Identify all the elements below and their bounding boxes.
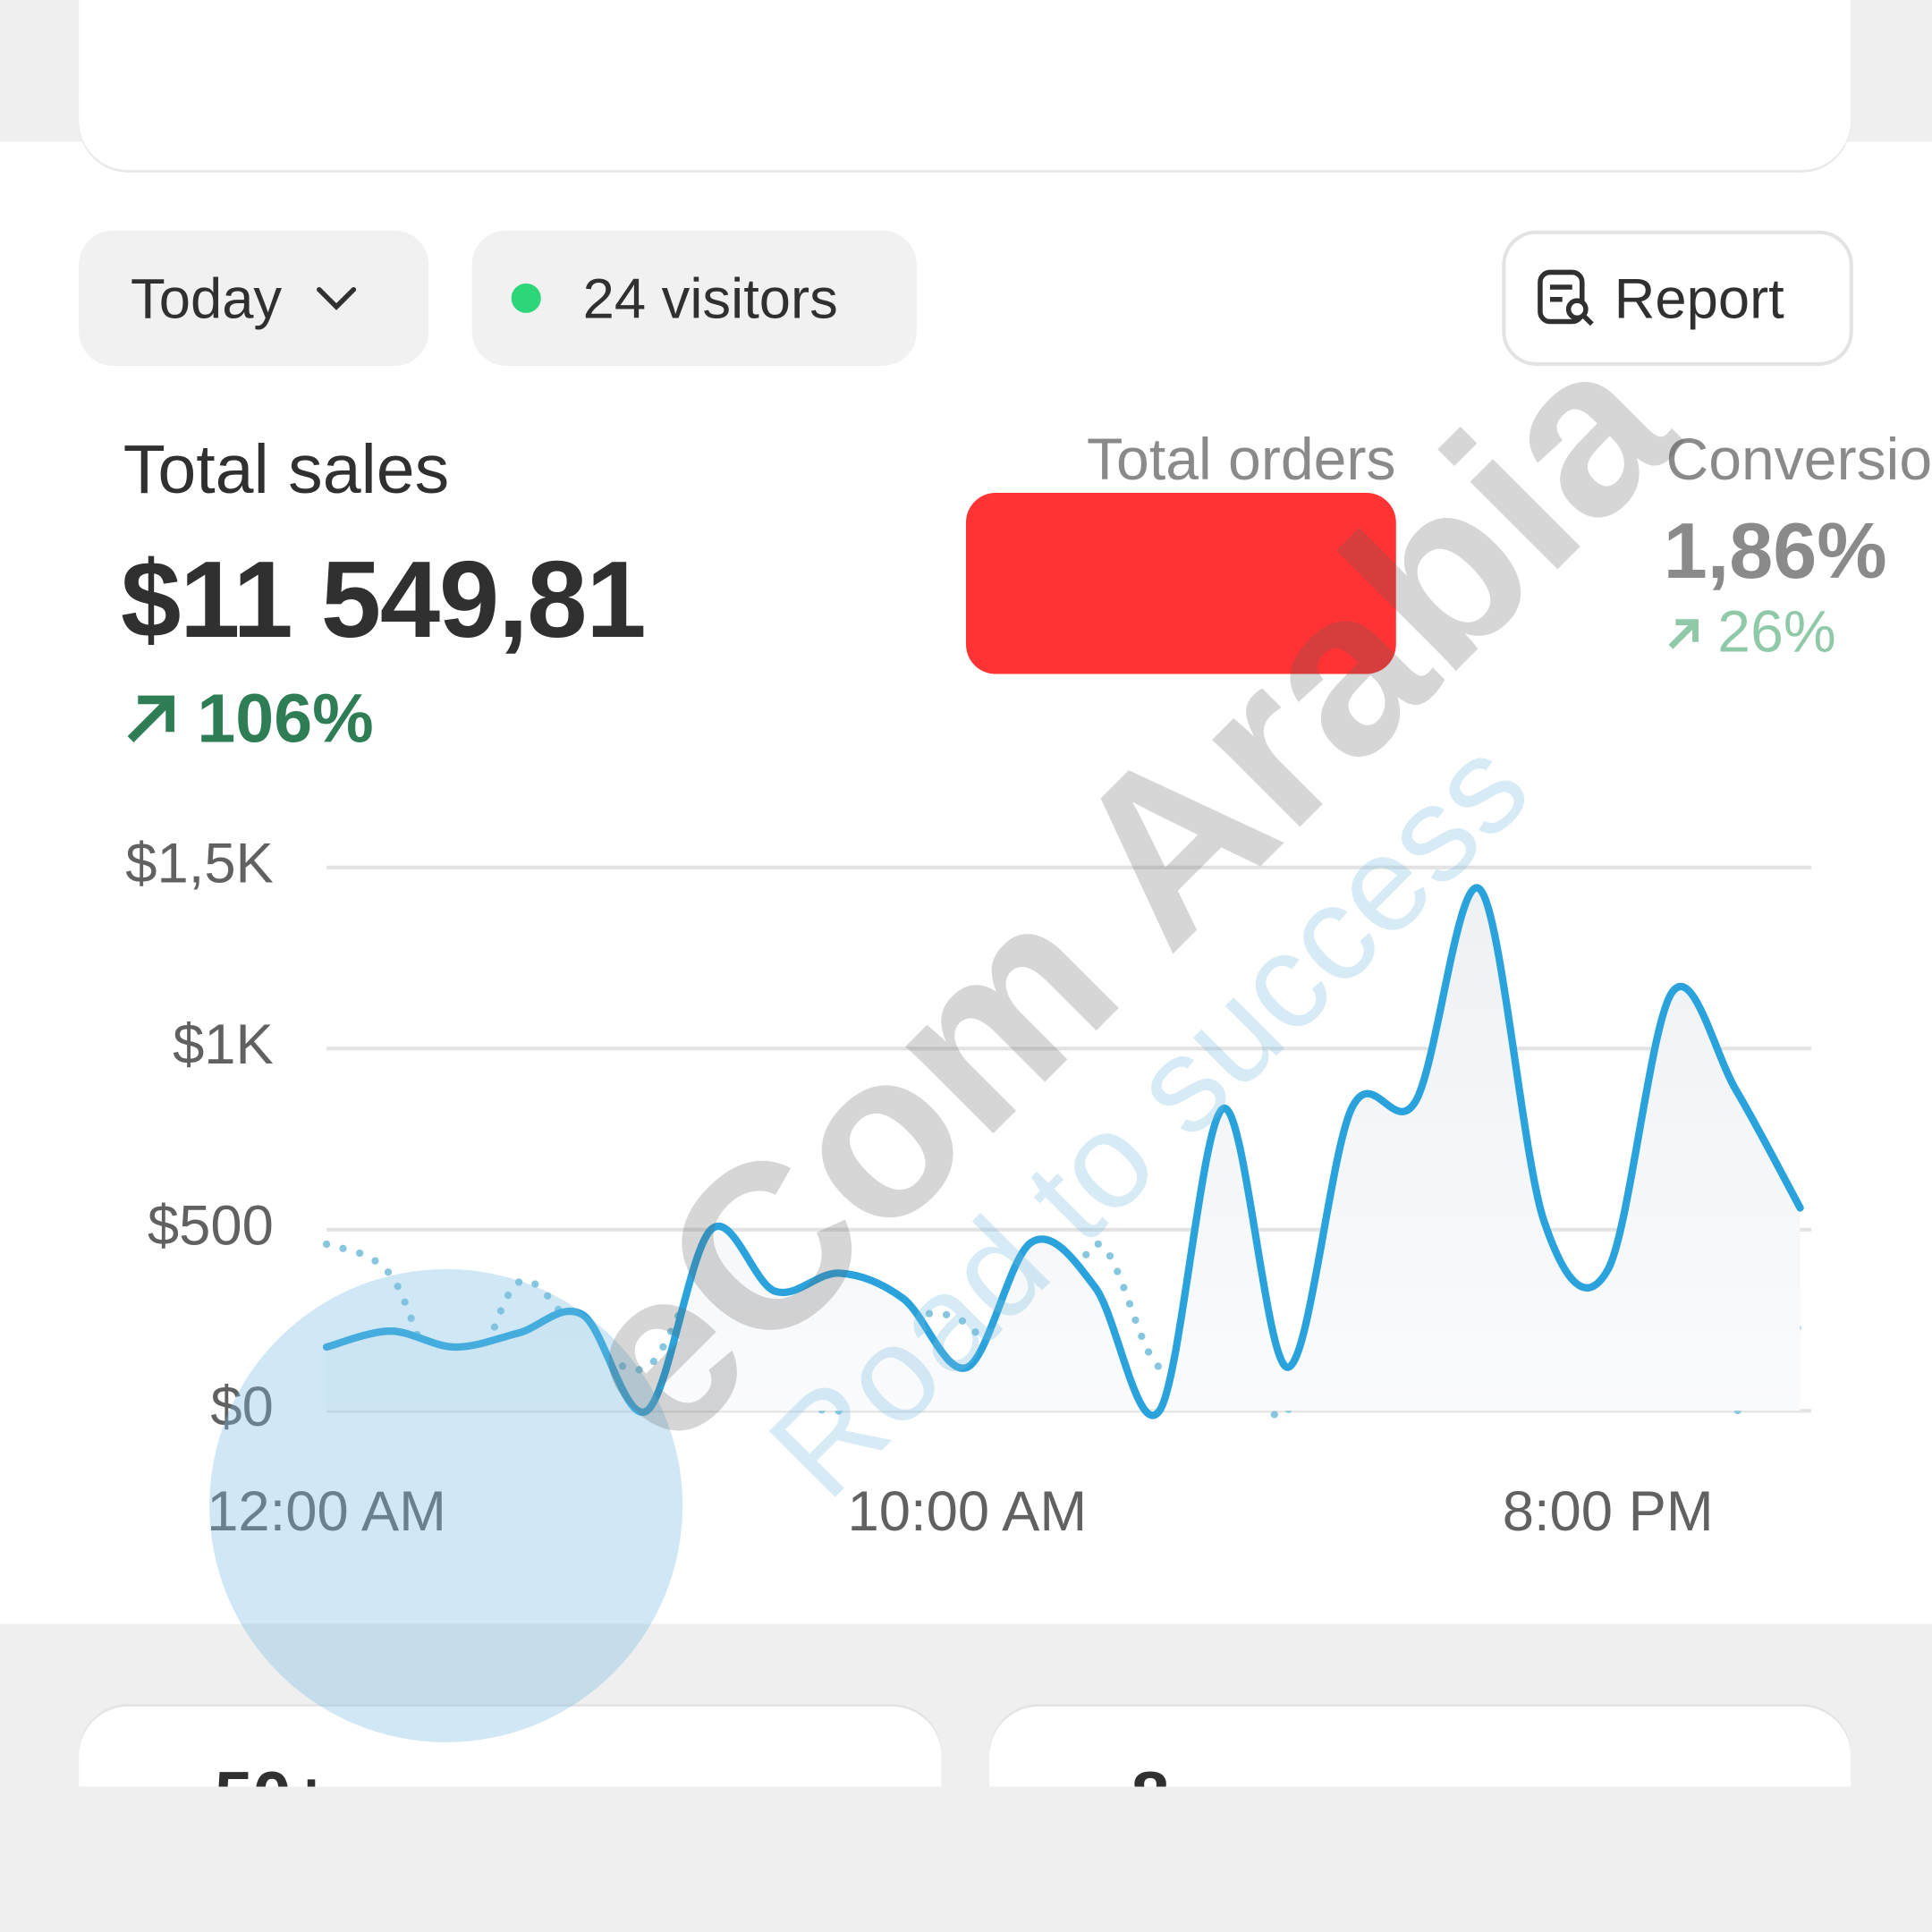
live-dot: [511, 283, 541, 313]
up-arrow: [127, 694, 174, 742]
line-series: [322, 884, 1804, 1419]
area: [326, 887, 1801, 1416]
date-filter[interactable]: Today: [79, 230, 429, 367]
total-orders-label: Total orders: [1086, 428, 1396, 494]
visitors-text: 24 visitors: [582, 266, 838, 331]
x-tick-label: 12:00 AM: [207, 1480, 446, 1543]
top-card-edge: [79, 98, 1852, 171]
total-sales-change: 106%: [123, 678, 374, 758]
total-sales-value: $11 549,81: [120, 538, 647, 661]
total-sales-label: Total sales: [123, 429, 450, 508]
report-button[interactable]: Report: [1502, 230, 1853, 367]
visitors-pill[interactable]: 24 visitors: [471, 230, 917, 367]
conversion-change: 26%: [1665, 598, 1836, 666]
card[interactable]: 50+: [79, 1706, 942, 1787]
conversion-change-text: 26%: [1717, 599, 1836, 665]
date-filter-text: Today: [131, 266, 283, 331]
conversion-value: 1,86%: [1663, 506, 1887, 596]
watermark-logo: [209, 1268, 683, 1742]
y-tick-label: $1,5K: [125, 833, 274, 895]
chevron: [316, 286, 356, 310]
report-icon: [1538, 269, 1594, 326]
y-tick-label: $500: [148, 1195, 274, 1258]
card-value: 50+: [215, 1756, 332, 1786]
card[interactable]: 8: [989, 1706, 1852, 1787]
up-arrow: [1668, 618, 1699, 648]
redaction: [965, 493, 1396, 674]
card-value: 8: [1131, 1756, 1170, 1786]
change-text: 106%: [197, 679, 374, 757]
y-tick-label: $0: [210, 1376, 273, 1438]
x-tick-label: 10:00 AM: [848, 1480, 1088, 1543]
conversion-label: Conversion rate: [1665, 428, 1932, 494]
report-text: Report: [1614, 266, 1784, 331]
y-tick-label: $1K: [173, 1013, 274, 1076]
x-tick-label: 8:00 PM: [1503, 1480, 1714, 1543]
chart: $0 $500 $1K $1,5K 12:00 AM 10:00 AM 8:00 PM: [125, 833, 1811, 1543]
